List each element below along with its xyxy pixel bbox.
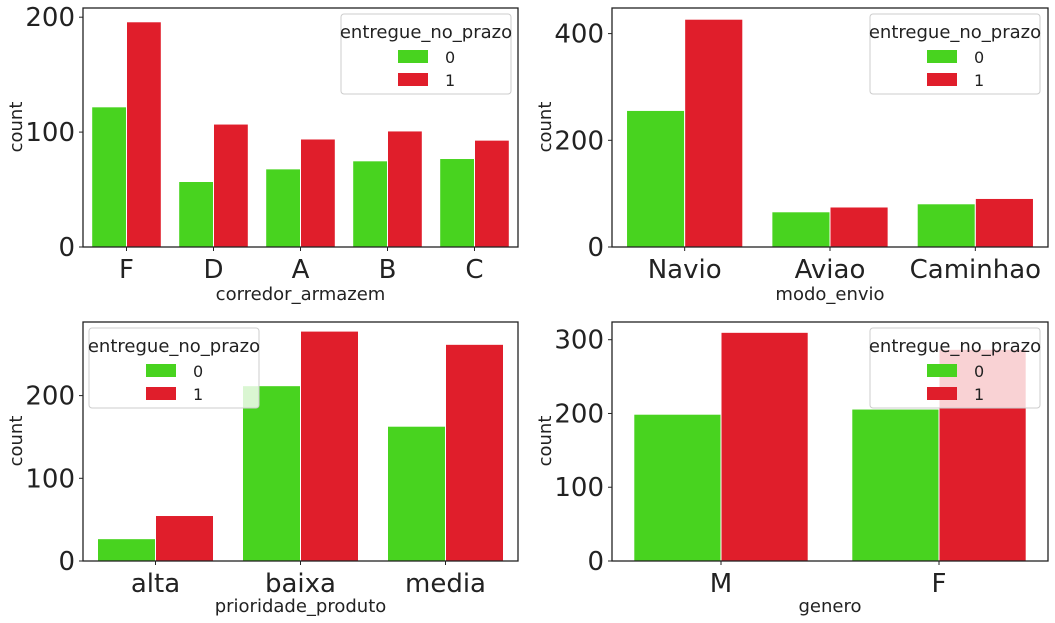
- subplot-1: F D A B C 0 100 200 corredor_armazem count entregu…: [6, 3, 519, 305]
- y-tick-label: 300: [554, 326, 604, 356]
- legend-title: entregue_no_prazo: [869, 336, 1041, 357]
- x-tick-label: B: [379, 255, 397, 285]
- y-tick-label: 200: [25, 3, 75, 33]
- legend: entregue_no_prazo 0 1: [869, 13, 1041, 95]
- y-tick-label: 100: [554, 473, 604, 503]
- x-tick-label: Navio: [648, 255, 722, 285]
- x-axis-label: modo_envio: [775, 284, 884, 305]
- y-tick-label: 0: [587, 233, 604, 263]
- y-axis-label: count: [6, 102, 27, 153]
- x-tick-label: M: [710, 569, 732, 599]
- bar-media-series-0: [387, 425, 446, 562]
- y-axis-label: count: [6, 416, 27, 467]
- bar-F-series-0: [91, 106, 127, 248]
- legend: entregue_no_prazo 0 1: [88, 327, 260, 409]
- plot-frame: [82, 7, 519, 248]
- legend: entregue_no_prazo 0 1: [869, 327, 1041, 409]
- bar-C-series-0: [439, 158, 476, 248]
- plot-frame: [611, 321, 1049, 562]
- bar-B-series-0: [352, 160, 389, 248]
- bar-A-series-0: [265, 168, 302, 248]
- bar-Caminhao-series-0: [916, 203, 976, 248]
- legend: entregue_no_prazo 0 1: [340, 13, 512, 95]
- legend-swatch-0: [146, 364, 176, 377]
- bar-alta-series-0: [97, 538, 156, 562]
- legend-title: entregue_no_prazo: [340, 22, 512, 43]
- x-tick-label: F: [119, 255, 134, 285]
- x-tick-label: Caminhao: [910, 255, 1041, 285]
- bar-M-series-0: [633, 413, 722, 562]
- y-tick-label: 100: [25, 118, 75, 148]
- legend-swatch-0: [398, 50, 428, 63]
- x-tick-label: Aviao: [795, 255, 866, 285]
- bar-Aviao-series-1: [829, 206, 889, 248]
- x-tick-label: alta: [131, 569, 180, 599]
- x-tick-label: F: [932, 569, 947, 599]
- bar-baixa-series-0: [242, 385, 301, 562]
- legend-swatch-1: [927, 387, 957, 400]
- legend-title: entregue_no_prazo: [88, 336, 260, 357]
- legend-swatch-1: [146, 387, 176, 400]
- legend-entry-1: 1: [193, 385, 203, 404]
- legend-entry-0: 0: [974, 48, 984, 67]
- bar-F-series-0: [851, 408, 940, 562]
- bar-C-series-1: [474, 139, 510, 248]
- bar-M-series-1: [720, 331, 809, 562]
- legend-entry-0: 0: [445, 48, 455, 67]
- bar-B-series-1: [387, 130, 423, 248]
- subplot-4: M F 0 100 200 300 genero count entregue_no_prazo…: [535, 321, 1049, 617]
- legend-swatch-0: [927, 50, 957, 63]
- bar-A-series-1: [300, 138, 336, 248]
- y-tick-label: 200: [554, 399, 604, 429]
- y-axis-label: count: [535, 102, 556, 153]
- y-axis-label: count: [535, 416, 556, 467]
- bar-Aviao-series-0: [771, 211, 831, 248]
- y-tick-label: 200: [554, 126, 604, 156]
- bar-Navio-series-0: [626, 109, 686, 248]
- legend-entry-1: 1: [445, 71, 455, 90]
- legend-entry-1: 1: [974, 71, 984, 90]
- x-tick-label: D: [203, 255, 223, 285]
- subplot-3: alta baixa media 0 100 200 prioridade_produto c…: [6, 321, 519, 617]
- x-tick-label: baixa: [265, 569, 336, 599]
- legend-swatch-1: [927, 73, 957, 86]
- legend-entry-0: 0: [974, 362, 984, 381]
- x-axis-label: genero: [799, 596, 862, 617]
- x-axis-label: corredor_armazem: [216, 284, 386, 305]
- y-tick-label: 0: [58, 547, 75, 577]
- legend-swatch-0: [927, 364, 957, 377]
- x-tick-label: C: [465, 255, 483, 285]
- bar-Navio-series-1: [684, 18, 744, 248]
- bar-D-series-1: [213, 123, 249, 248]
- legend-title: entregue_no_prazo: [869, 22, 1041, 43]
- y-tick-label: 100: [25, 464, 75, 494]
- y-tick-label: 200: [25, 382, 75, 412]
- bar-D-series-0: [178, 181, 214, 248]
- x-tick-label: A: [292, 255, 310, 285]
- legend-entry-1: 1: [974, 385, 984, 404]
- legend-entry-0: 0: [193, 362, 203, 381]
- legend-swatch-1: [398, 73, 428, 86]
- plot-frame: [82, 321, 519, 562]
- x-axis-label: prioridade_produto: [215, 596, 387, 617]
- x-tick-label: media: [405, 569, 486, 599]
- bar-Caminhao-series-1: [974, 197, 1034, 248]
- subplot-2: Navio Aviao Caminhao 0 200 400 modo_envio count…: [535, 7, 1049, 305]
- y-tick-label: 0: [587, 547, 604, 577]
- y-tick-label: 400: [554, 20, 604, 50]
- bar-F-series-1: [126, 21, 162, 248]
- y-tick-label: 0: [58, 233, 75, 263]
- bar-alta-series-1: [155, 515, 214, 562]
- bar-media-series-1: [445, 343, 504, 562]
- plot-frame: [611, 7, 1049, 248]
- bar-baixa-series-1: [300, 330, 359, 562]
